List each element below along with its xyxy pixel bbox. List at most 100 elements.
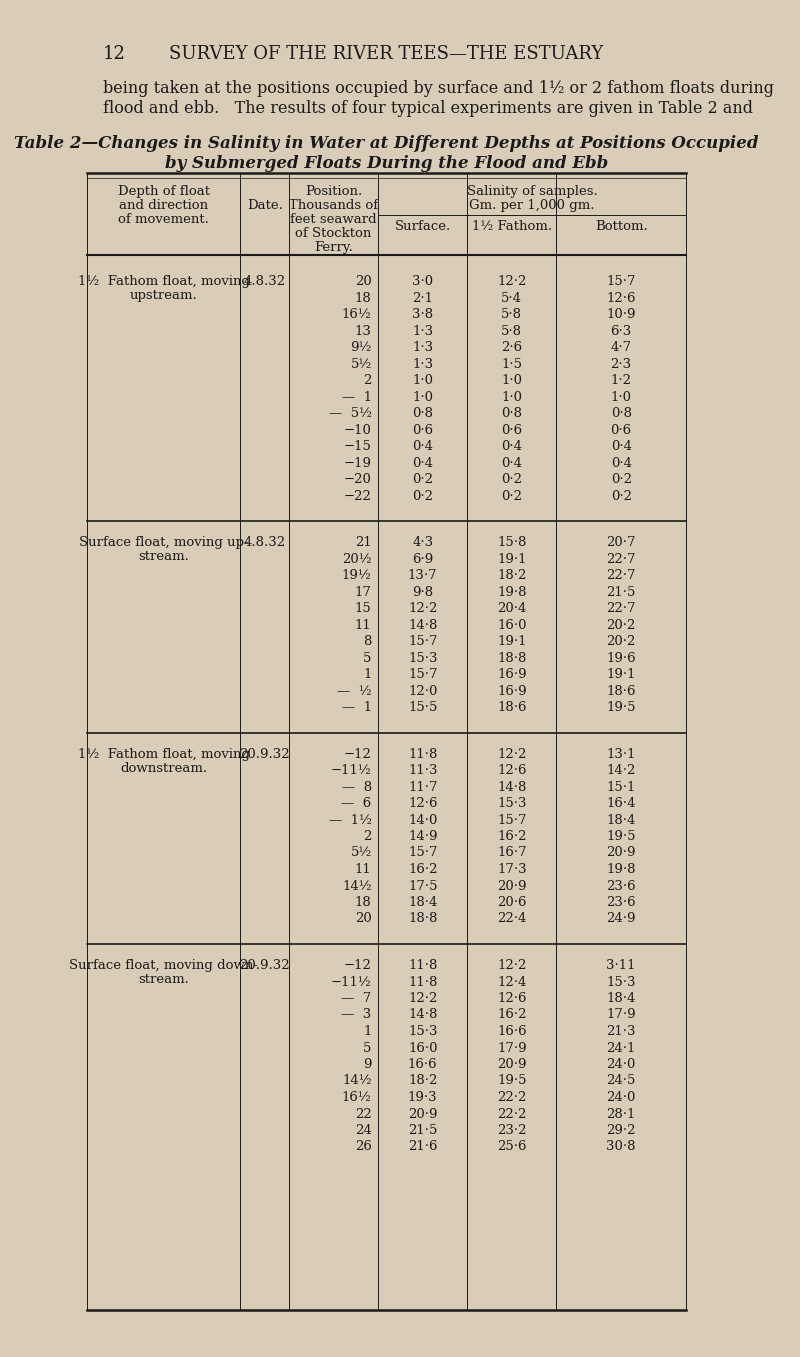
Text: 17·5: 17·5 xyxy=(408,879,438,893)
Text: 24·1: 24·1 xyxy=(606,1042,636,1054)
Text: 1·0: 1·0 xyxy=(502,391,522,403)
Text: 19·1: 19·1 xyxy=(497,552,526,566)
Text: 20·9: 20·9 xyxy=(497,879,526,893)
Text: 0·6: 0·6 xyxy=(412,423,434,437)
Text: 21·5: 21·5 xyxy=(408,1124,438,1137)
Text: —  8: — 8 xyxy=(342,780,372,794)
Text: 17·9: 17·9 xyxy=(606,1008,636,1022)
Text: 1½  Fathom float, moving: 1½ Fathom float, moving xyxy=(78,275,250,288)
Text: 17·3: 17·3 xyxy=(497,863,526,877)
Text: 8: 8 xyxy=(363,635,372,649)
Text: 20·7: 20·7 xyxy=(606,536,636,550)
Text: 0·8: 0·8 xyxy=(412,407,434,421)
Text: 18·4: 18·4 xyxy=(408,896,438,909)
Text: 11·3: 11·3 xyxy=(408,764,438,778)
Text: 20: 20 xyxy=(355,275,372,288)
Text: 2: 2 xyxy=(363,830,372,843)
Text: 0·2: 0·2 xyxy=(610,474,632,486)
Text: —  1: — 1 xyxy=(342,702,372,714)
Text: 0·4: 0·4 xyxy=(412,440,434,453)
Text: Salinity of samples.: Salinity of samples. xyxy=(466,185,598,198)
Text: 15: 15 xyxy=(355,603,372,615)
Text: 0·6: 0·6 xyxy=(610,423,632,437)
Text: 16·2: 16·2 xyxy=(497,1008,526,1022)
Text: 2·1: 2·1 xyxy=(412,292,434,304)
Text: 12·6: 12·6 xyxy=(606,292,636,304)
Text: 18·8: 18·8 xyxy=(497,651,526,665)
Text: Position.: Position. xyxy=(305,185,362,198)
Text: 18·4: 18·4 xyxy=(606,813,636,826)
Text: 19·5: 19·5 xyxy=(606,702,636,714)
Text: 10·9: 10·9 xyxy=(606,308,636,322)
Text: 19·8: 19·8 xyxy=(606,863,636,877)
Text: 28·1: 28·1 xyxy=(606,1107,636,1121)
Text: 0·4: 0·4 xyxy=(502,440,522,453)
Text: 9½: 9½ xyxy=(350,341,372,354)
Text: 14·8: 14·8 xyxy=(408,619,438,631)
Text: 0·2: 0·2 xyxy=(412,490,434,502)
Text: 12·6: 12·6 xyxy=(497,992,526,1006)
Text: 16½: 16½ xyxy=(342,308,372,322)
Text: 18·6: 18·6 xyxy=(606,684,636,697)
Text: 6·3: 6·3 xyxy=(610,324,632,338)
Text: 21·6: 21·6 xyxy=(408,1140,438,1153)
Text: 12: 12 xyxy=(102,45,126,62)
Text: Gm. per 1,000 gm.: Gm. per 1,000 gm. xyxy=(470,199,595,212)
Text: 4.8.32: 4.8.32 xyxy=(244,536,286,550)
Text: 22·7: 22·7 xyxy=(606,552,636,566)
Text: 18: 18 xyxy=(355,292,372,304)
Text: Bottom.: Bottom. xyxy=(594,220,647,233)
Text: 0·4: 0·4 xyxy=(610,456,632,470)
Text: 18·4: 18·4 xyxy=(606,992,636,1006)
Text: 14½: 14½ xyxy=(342,1075,372,1087)
Text: 20·2: 20·2 xyxy=(606,635,636,649)
Text: 22·7: 22·7 xyxy=(606,603,636,615)
Text: 26: 26 xyxy=(354,1140,372,1153)
Text: −12: −12 xyxy=(344,748,372,760)
Text: 9·8: 9·8 xyxy=(412,585,434,598)
Text: 15·7: 15·7 xyxy=(497,813,526,826)
Text: 0·2: 0·2 xyxy=(502,474,522,486)
Text: −12: −12 xyxy=(344,959,372,972)
Text: Thousands of: Thousands of xyxy=(289,199,378,212)
Text: 11: 11 xyxy=(355,619,372,631)
Text: 1½  Fathom float, moving: 1½ Fathom float, moving xyxy=(78,748,250,760)
Text: 5·8: 5·8 xyxy=(502,324,522,338)
Text: Date.: Date. xyxy=(247,199,282,212)
Text: 14½: 14½ xyxy=(342,879,372,893)
Text: 14·9: 14·9 xyxy=(408,830,438,843)
Text: 22·2: 22·2 xyxy=(497,1107,526,1121)
Text: 24·5: 24·5 xyxy=(606,1075,636,1087)
Text: −10: −10 xyxy=(344,423,372,437)
Text: 4·7: 4·7 xyxy=(610,341,632,354)
Text: 16·7: 16·7 xyxy=(497,847,526,859)
Text: 17: 17 xyxy=(354,585,372,598)
Text: Surface.: Surface. xyxy=(394,220,451,233)
Text: 5·4: 5·4 xyxy=(502,292,522,304)
Text: 0·6: 0·6 xyxy=(502,423,522,437)
Text: 24: 24 xyxy=(355,1124,372,1137)
Text: 15·3: 15·3 xyxy=(497,797,526,810)
Text: 20: 20 xyxy=(355,912,372,925)
Text: downstream.: downstream. xyxy=(120,761,207,775)
Text: —  5½: — 5½ xyxy=(329,407,372,421)
Text: 0·8: 0·8 xyxy=(502,407,522,421)
Text: feet seaward: feet seaward xyxy=(290,213,377,227)
Text: 19·8: 19·8 xyxy=(497,585,526,598)
Text: 15·3: 15·3 xyxy=(408,651,438,665)
Text: −11½: −11½ xyxy=(331,976,372,988)
Text: 11·8: 11·8 xyxy=(408,748,438,760)
Text: 25·6: 25·6 xyxy=(497,1140,526,1153)
Text: SURVEY OF THE RIVER TEES—THE ESTUARY: SURVEY OF THE RIVER TEES—THE ESTUARY xyxy=(169,45,603,62)
Text: 11·8: 11·8 xyxy=(408,976,438,988)
Text: 20·4: 20·4 xyxy=(497,603,526,615)
Text: 12·2: 12·2 xyxy=(497,748,526,760)
Text: 1: 1 xyxy=(363,668,372,681)
Text: being taken at the positions occupied by surface and 1½ or 2 fathom floats durin: being taken at the positions occupied by… xyxy=(102,80,774,96)
Text: 5: 5 xyxy=(363,651,372,665)
Text: 22·7: 22·7 xyxy=(606,569,636,582)
Text: 15·3: 15·3 xyxy=(606,976,636,988)
Text: 13: 13 xyxy=(354,324,372,338)
Text: 20·9: 20·9 xyxy=(606,847,636,859)
Text: —  1½: — 1½ xyxy=(329,813,372,826)
